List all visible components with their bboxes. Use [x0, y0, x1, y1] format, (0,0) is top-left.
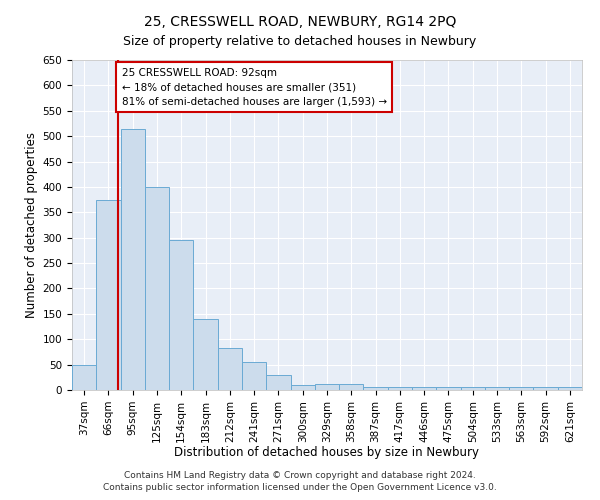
Text: 25, CRESSWELL ROAD, NEWBURY, RG14 2PQ: 25, CRESSWELL ROAD, NEWBURY, RG14 2PQ	[144, 15, 456, 29]
Bar	[145, 187, 169, 390]
Y-axis label: Number of detached properties: Number of detached properties	[25, 132, 38, 318]
Bar	[558, 388, 582, 390]
Bar	[436, 388, 461, 390]
Bar	[242, 362, 266, 390]
Bar	[509, 388, 533, 390]
Bar	[169, 240, 193, 390]
Bar	[121, 128, 145, 390]
Bar	[193, 319, 218, 390]
Text: Size of property relative to detached houses in Newbury: Size of property relative to detached ho…	[124, 35, 476, 48]
Bar	[485, 388, 509, 390]
Text: 25 CRESSWELL ROAD: 92sqm
← 18% of detached houses are smaller (351)
81% of semi-: 25 CRESSWELL ROAD: 92sqm ← 18% of detach…	[122, 68, 387, 107]
Bar	[315, 384, 339, 390]
Bar	[364, 388, 388, 390]
Bar	[388, 388, 412, 390]
Bar	[533, 388, 558, 390]
Bar	[461, 388, 485, 390]
Bar	[339, 384, 364, 390]
Bar	[266, 375, 290, 390]
X-axis label: Distribution of detached houses by size in Newbury: Distribution of detached houses by size …	[175, 446, 479, 459]
Bar	[218, 348, 242, 390]
Bar	[72, 364, 96, 390]
Bar	[412, 388, 436, 390]
Bar	[290, 385, 315, 390]
Bar	[96, 200, 121, 390]
Text: Contains HM Land Registry data © Crown copyright and database right 2024.
Contai: Contains HM Land Registry data © Crown c…	[103, 471, 497, 492]
